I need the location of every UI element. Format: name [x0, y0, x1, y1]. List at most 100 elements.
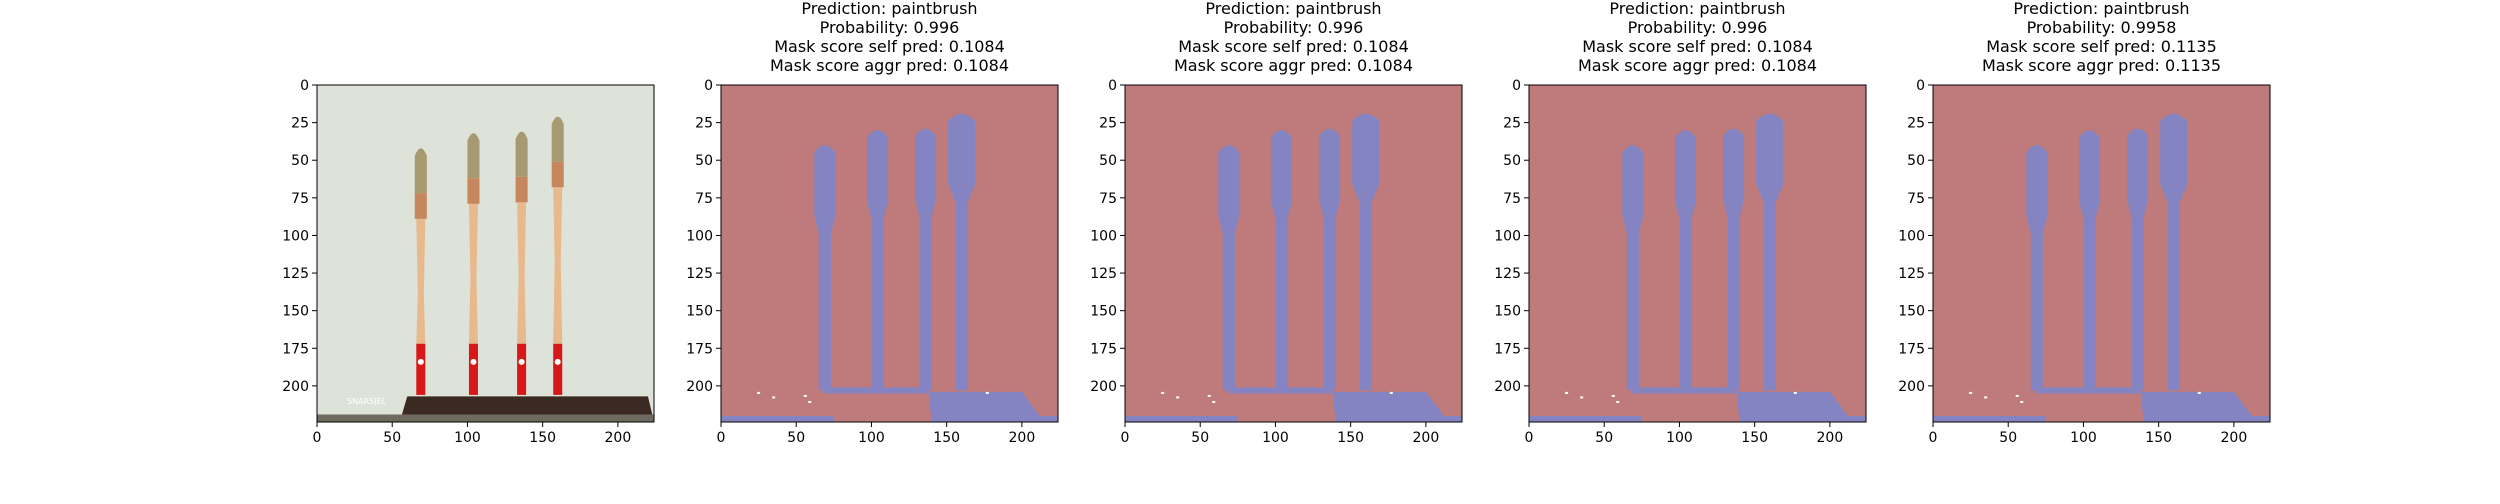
mask-brush-4	[948, 113, 976, 391]
mask-bottom-region	[1736, 391, 1866, 422]
x-tick-label: 100	[858, 430, 885, 446]
wall-background	[317, 85, 654, 422]
y-tick-label: 175	[1494, 341, 1521, 357]
panel-title-line: Mask score self pred: 0.1084	[1582, 37, 1813, 56]
axes-frame	[720, 84, 1059, 423]
ferrule	[551, 161, 564, 188]
mask-speckle	[1984, 396, 1988, 399]
panel-5: 0 50 100 150 200 0 25 50 75 100 125 150 175 200 Predic…	[1898, 0, 2271, 446]
panel-2: 0 50 100 150 200 0 25 50 75 100 125 150 175 200 Predic…	[686, 0, 1059, 446]
panel-image	[1933, 85, 2270, 422]
mask-brush-3	[1723, 128, 1745, 391]
mask-speckle	[2015, 394, 2019, 397]
ferrule	[467, 178, 480, 204]
y-tick-label: 100	[1494, 228, 1521, 244]
mask-brush-1	[1218, 145, 1240, 391]
y-tick-label: 50	[1907, 153, 1925, 169]
y-tick-label: 150	[282, 304, 309, 320]
y-tick-label: 0	[1916, 78, 1925, 94]
mask-background	[1529, 85, 1866, 422]
brush-1	[414, 148, 427, 395]
mask-brush-4	[2160, 113, 2188, 391]
mask-bottom-region	[928, 391, 1058, 422]
tip-dot	[554, 358, 561, 365]
x-tick-label: 0	[717, 430, 726, 446]
mask-speckle	[1793, 391, 1797, 394]
mask-background	[1125, 85, 1462, 422]
x-tick-label: 50	[383, 430, 401, 446]
y-tick-label: 200	[282, 379, 309, 395]
y-tick-label: 75	[1099, 191, 1117, 207]
mask-speckle	[1207, 394, 1211, 397]
mask-speckle	[808, 400, 812, 403]
x-tick-label: 100	[2070, 430, 2097, 446]
mask-speckle	[1580, 396, 1584, 399]
mask-speckle	[772, 396, 776, 399]
mask-speckle	[1212, 400, 1216, 403]
panel-title-line: Probability: 0.996	[1224, 18, 1364, 37]
mask-brush-3	[1319, 128, 1341, 391]
mask-brush-3	[2127, 128, 2149, 391]
y-tick-label: 25	[695, 116, 713, 132]
y-tick-label: 125	[1494, 266, 1521, 282]
mask-bottom-strip	[1125, 415, 1238, 422]
panel-1: SNARSJEL 0 50 100 150 200 0 25 50 75 100 125 150 175 2…	[282, 78, 655, 446]
mask-bottom-strip	[1529, 415, 1642, 422]
y-tick-label: 75	[291, 191, 309, 207]
panel-title-line: Mask score aggr pred: 0.1084	[770, 56, 1009, 75]
y-tick-label: 175	[282, 341, 309, 357]
mask-bottom-region	[2140, 391, 2270, 422]
x-tick-label: 200	[605, 430, 632, 446]
y-tick-label: 50	[695, 153, 713, 169]
tip-dot	[470, 358, 477, 365]
mask-speckle	[1565, 391, 1569, 394]
mask-speckle	[1389, 391, 1393, 394]
panel-title-line: Prediction: paintbrush	[1609, 0, 1785, 18]
x-tick-label: 200	[1817, 430, 1844, 446]
ferrule	[414, 193, 427, 219]
bristles	[515, 131, 528, 177]
y-tick-label: 150	[686, 304, 713, 320]
x-tick-label: 200	[1009, 430, 1036, 446]
ferrule	[515, 176, 528, 203]
bristles	[414, 148, 427, 194]
y-tick-label: 175	[1898, 341, 1925, 357]
y-tick-label: 100	[1898, 228, 1925, 244]
y-tick-label: 175	[686, 341, 713, 357]
x-tick-label: 0	[313, 430, 322, 446]
panel-3: 0 50 100 150 200 0 25 50 75 100 125 150 175 200 Predic…	[1090, 0, 1463, 446]
brush-3	[515, 131, 528, 395]
panel-image	[1529, 85, 1866, 422]
x-tick-label: 150	[1741, 430, 1768, 446]
floor-strip	[317, 414, 654, 422]
panel-title-line: Mask score self pred: 0.1084	[1178, 37, 1409, 56]
y-tick-label: 25	[1099, 116, 1117, 132]
panel-title-line: Mask score aggr pred: 0.1084	[1174, 56, 1413, 75]
y-tick-label: 200	[1898, 379, 1925, 395]
mask-brush-1	[2026, 145, 2048, 391]
x-tick-label: 200	[1413, 430, 1440, 446]
x-tick-label: 100	[1666, 430, 1693, 446]
panel-image	[721, 85, 1058, 422]
mask-bottom-strip	[721, 415, 834, 422]
watermark-text: SNARSJEL	[347, 397, 387, 406]
red-tip	[553, 343, 563, 395]
y-tick-label: 75	[695, 191, 713, 207]
x-tick-label: 50	[787, 430, 805, 446]
y-tick-label: 150	[1898, 304, 1925, 320]
y-tick-label: 100	[1090, 228, 1117, 244]
red-tip	[517, 343, 527, 395]
y-tick-label: 50	[1503, 153, 1521, 169]
mask-brush-1	[1622, 145, 1644, 391]
panel-image	[1125, 85, 1462, 422]
panel-title-line: Mask score self pred: 0.1084	[774, 37, 1005, 56]
panel-title-line: Mask score aggr pred: 0.1084	[1578, 56, 1817, 75]
panel-title-line: Probability: 0.9958	[2027, 18, 2177, 37]
mask-background	[721, 85, 1058, 422]
y-tick-label: 0	[1512, 78, 1521, 94]
mask-brush-3	[915, 128, 937, 391]
brush-4	[551, 116, 564, 395]
y-tick-label: 125	[1898, 266, 1925, 282]
mask-brush-4	[1352, 113, 1380, 391]
